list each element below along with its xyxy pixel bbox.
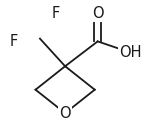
Text: O: O bbox=[59, 106, 71, 121]
Text: F: F bbox=[9, 34, 17, 49]
Text: OH: OH bbox=[119, 45, 141, 60]
Text: O: O bbox=[92, 6, 103, 21]
Text: F: F bbox=[52, 6, 60, 21]
